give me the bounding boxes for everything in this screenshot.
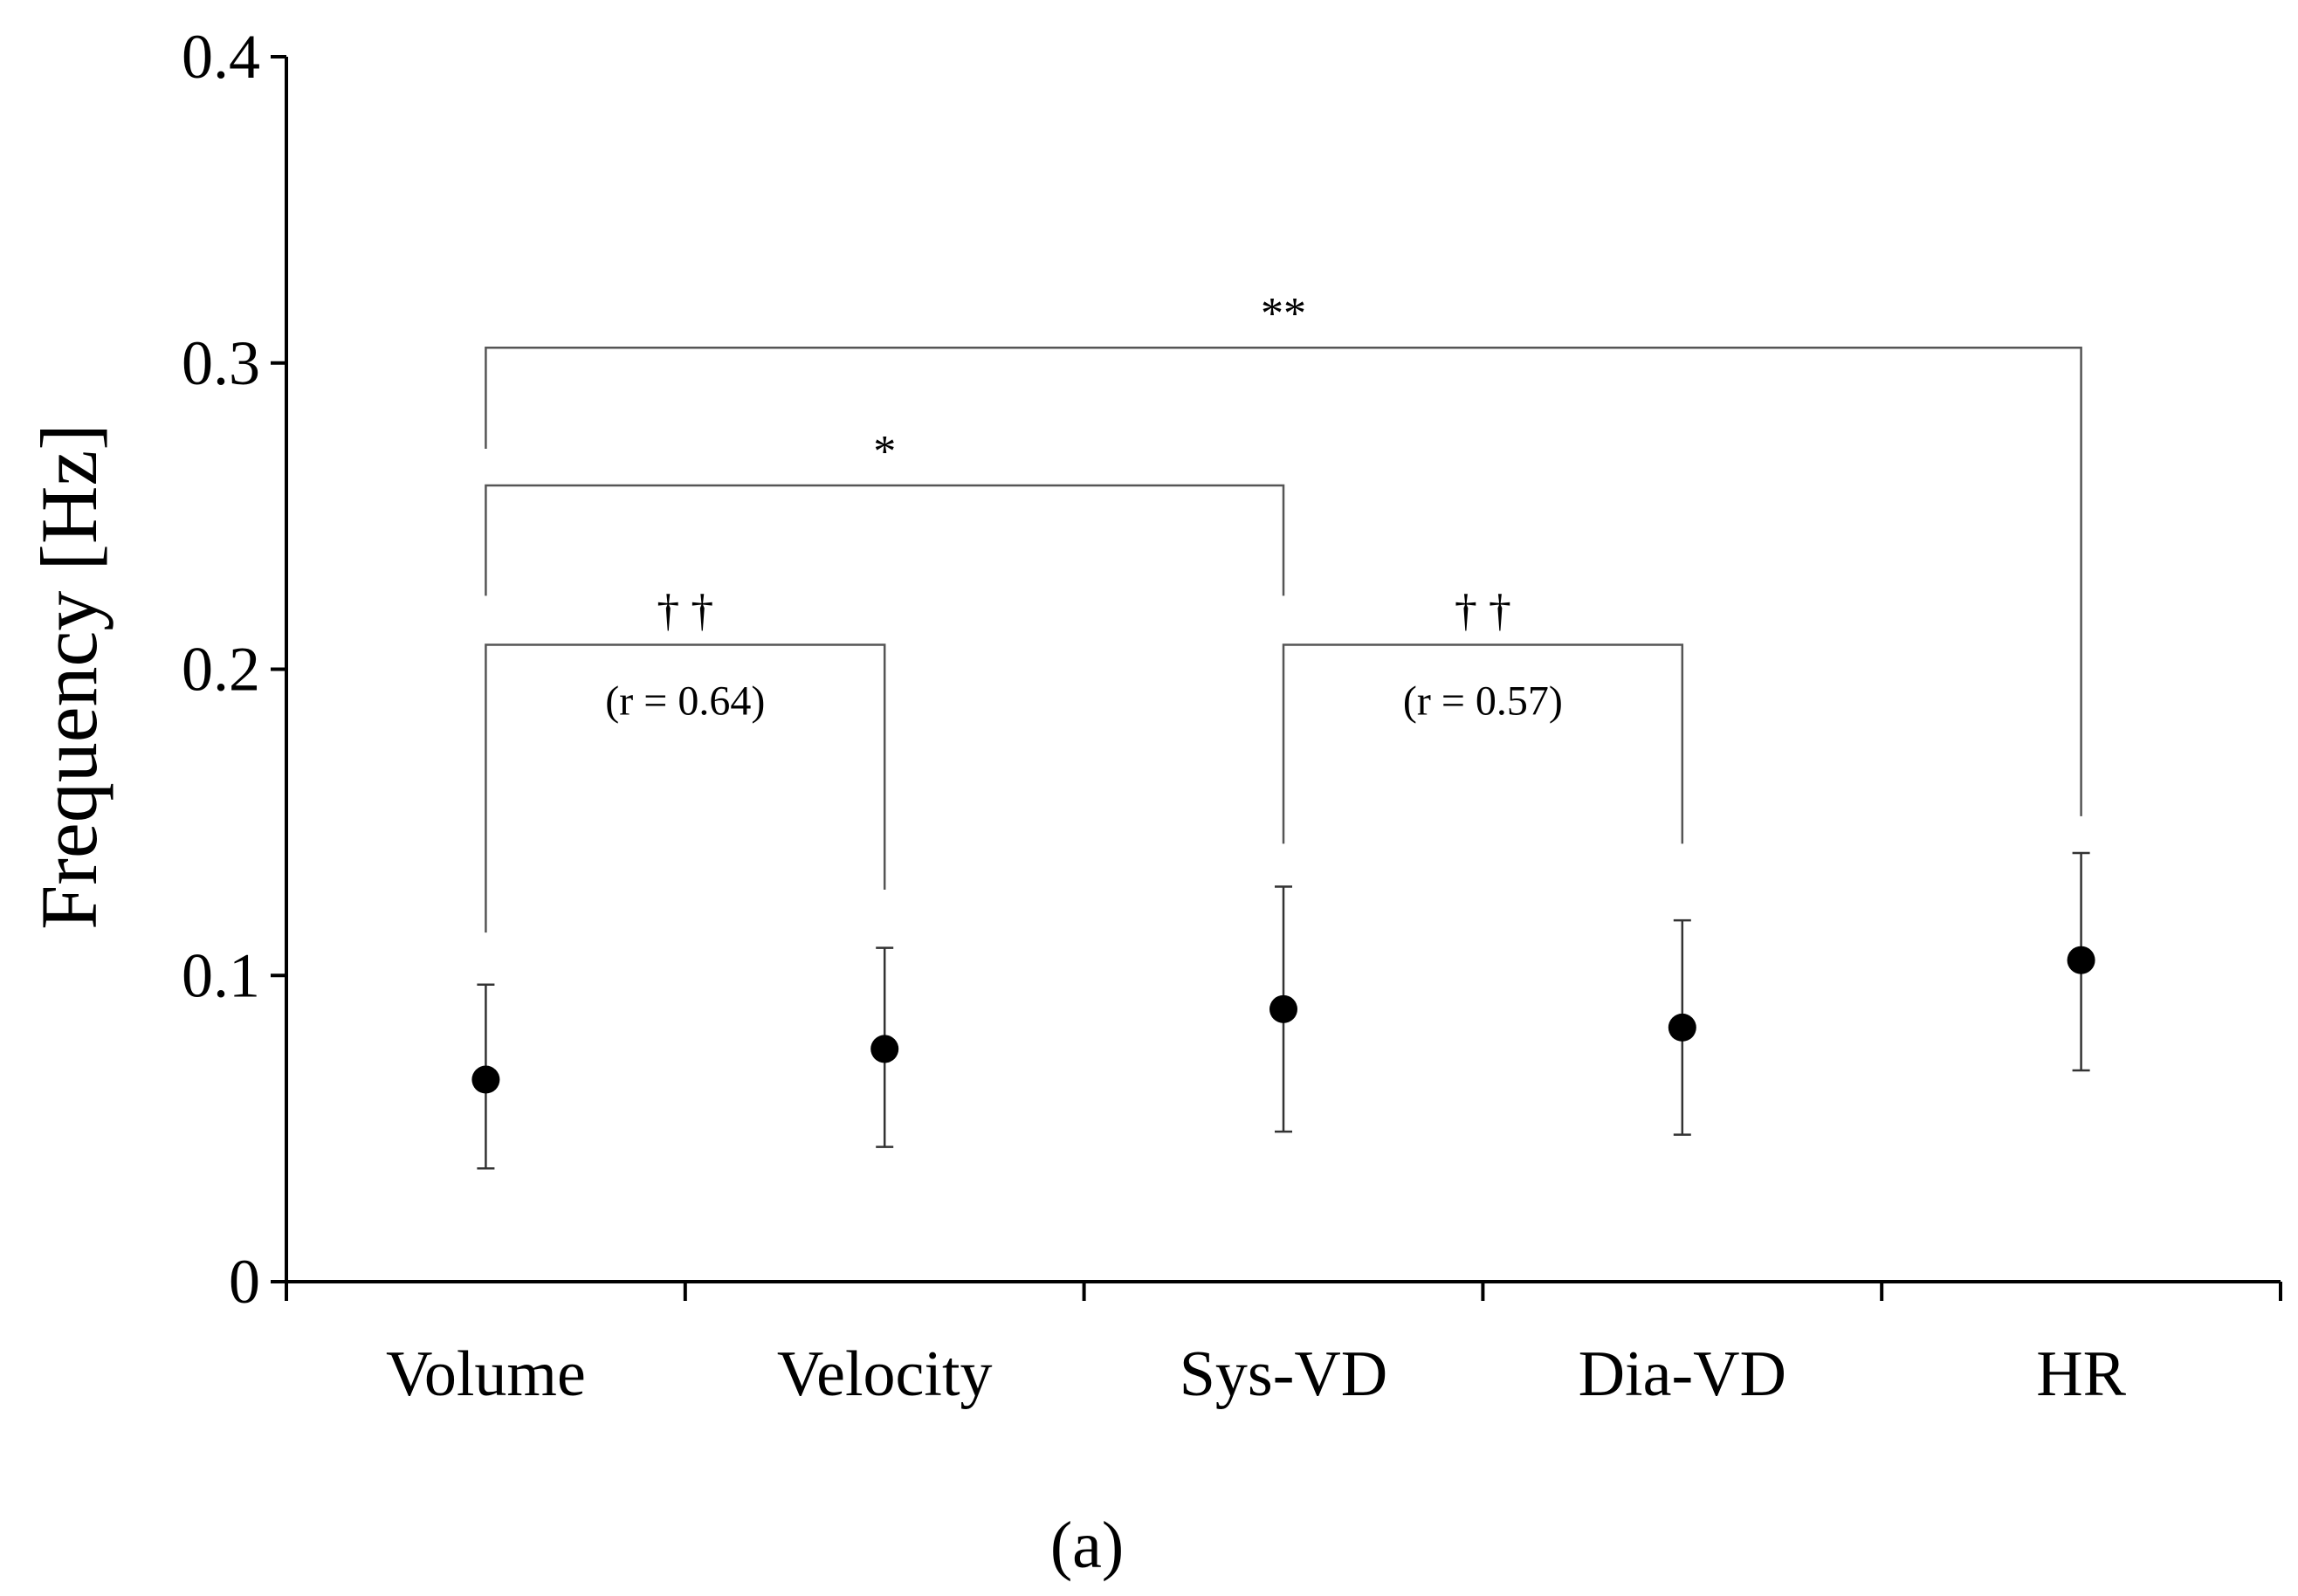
significance-bracket	[485, 346, 2082, 816]
data-point	[870, 1035, 899, 1063]
x-tick-label: Velocity	[777, 1338, 993, 1410]
data-point	[1668, 1013, 1696, 1042]
data-point	[1269, 994, 1297, 1023]
y-tick-label: 0.1	[182, 940, 260, 1010]
panel-label: (a)	[1050, 1509, 1124, 1582]
x-tick-label: HR	[2036, 1338, 2126, 1410]
significance-bracket	[485, 643, 886, 933]
x-tick-label: Volume	[386, 1338, 586, 1410]
significance-marker: † †	[1455, 586, 1511, 636]
x-tick-label: Sys-VD	[1180, 1338, 1387, 1410]
y-axis-label: Frequency [Hz]	[24, 423, 114, 930]
correlation-label: (r = 0.64)	[605, 678, 765, 724]
data-marks	[471, 851, 2095, 1170]
significance-marker: † †	[657, 586, 713, 636]
data-point	[2067, 946, 2095, 974]
significance-marker: **	[1261, 289, 1306, 339]
y-tick-label: 0.2	[182, 635, 260, 705]
y-tick-label: 0.4	[182, 22, 260, 92]
significance-bracket	[1282, 643, 1684, 844]
y-tick-label: 0	[229, 1247, 260, 1317]
x-tick-label: Dia-VD	[1579, 1338, 1786, 1410]
y-tick-label: 0.3	[182, 328, 260, 398]
significance-brackets: ***† †(r = 0.64)† †(r = 0.57)	[485, 289, 2082, 933]
significance-bracket	[485, 484, 1285, 596]
significance-marker: *	[873, 427, 896, 477]
correlation-label: (r = 0.57)	[1403, 678, 1563, 724]
axes: 0 0.1 0.2 0.3 0.4 Volume Velocity Sys-VD Dia-VD H…	[182, 22, 2282, 1410]
data-point	[471, 1065, 500, 1094]
